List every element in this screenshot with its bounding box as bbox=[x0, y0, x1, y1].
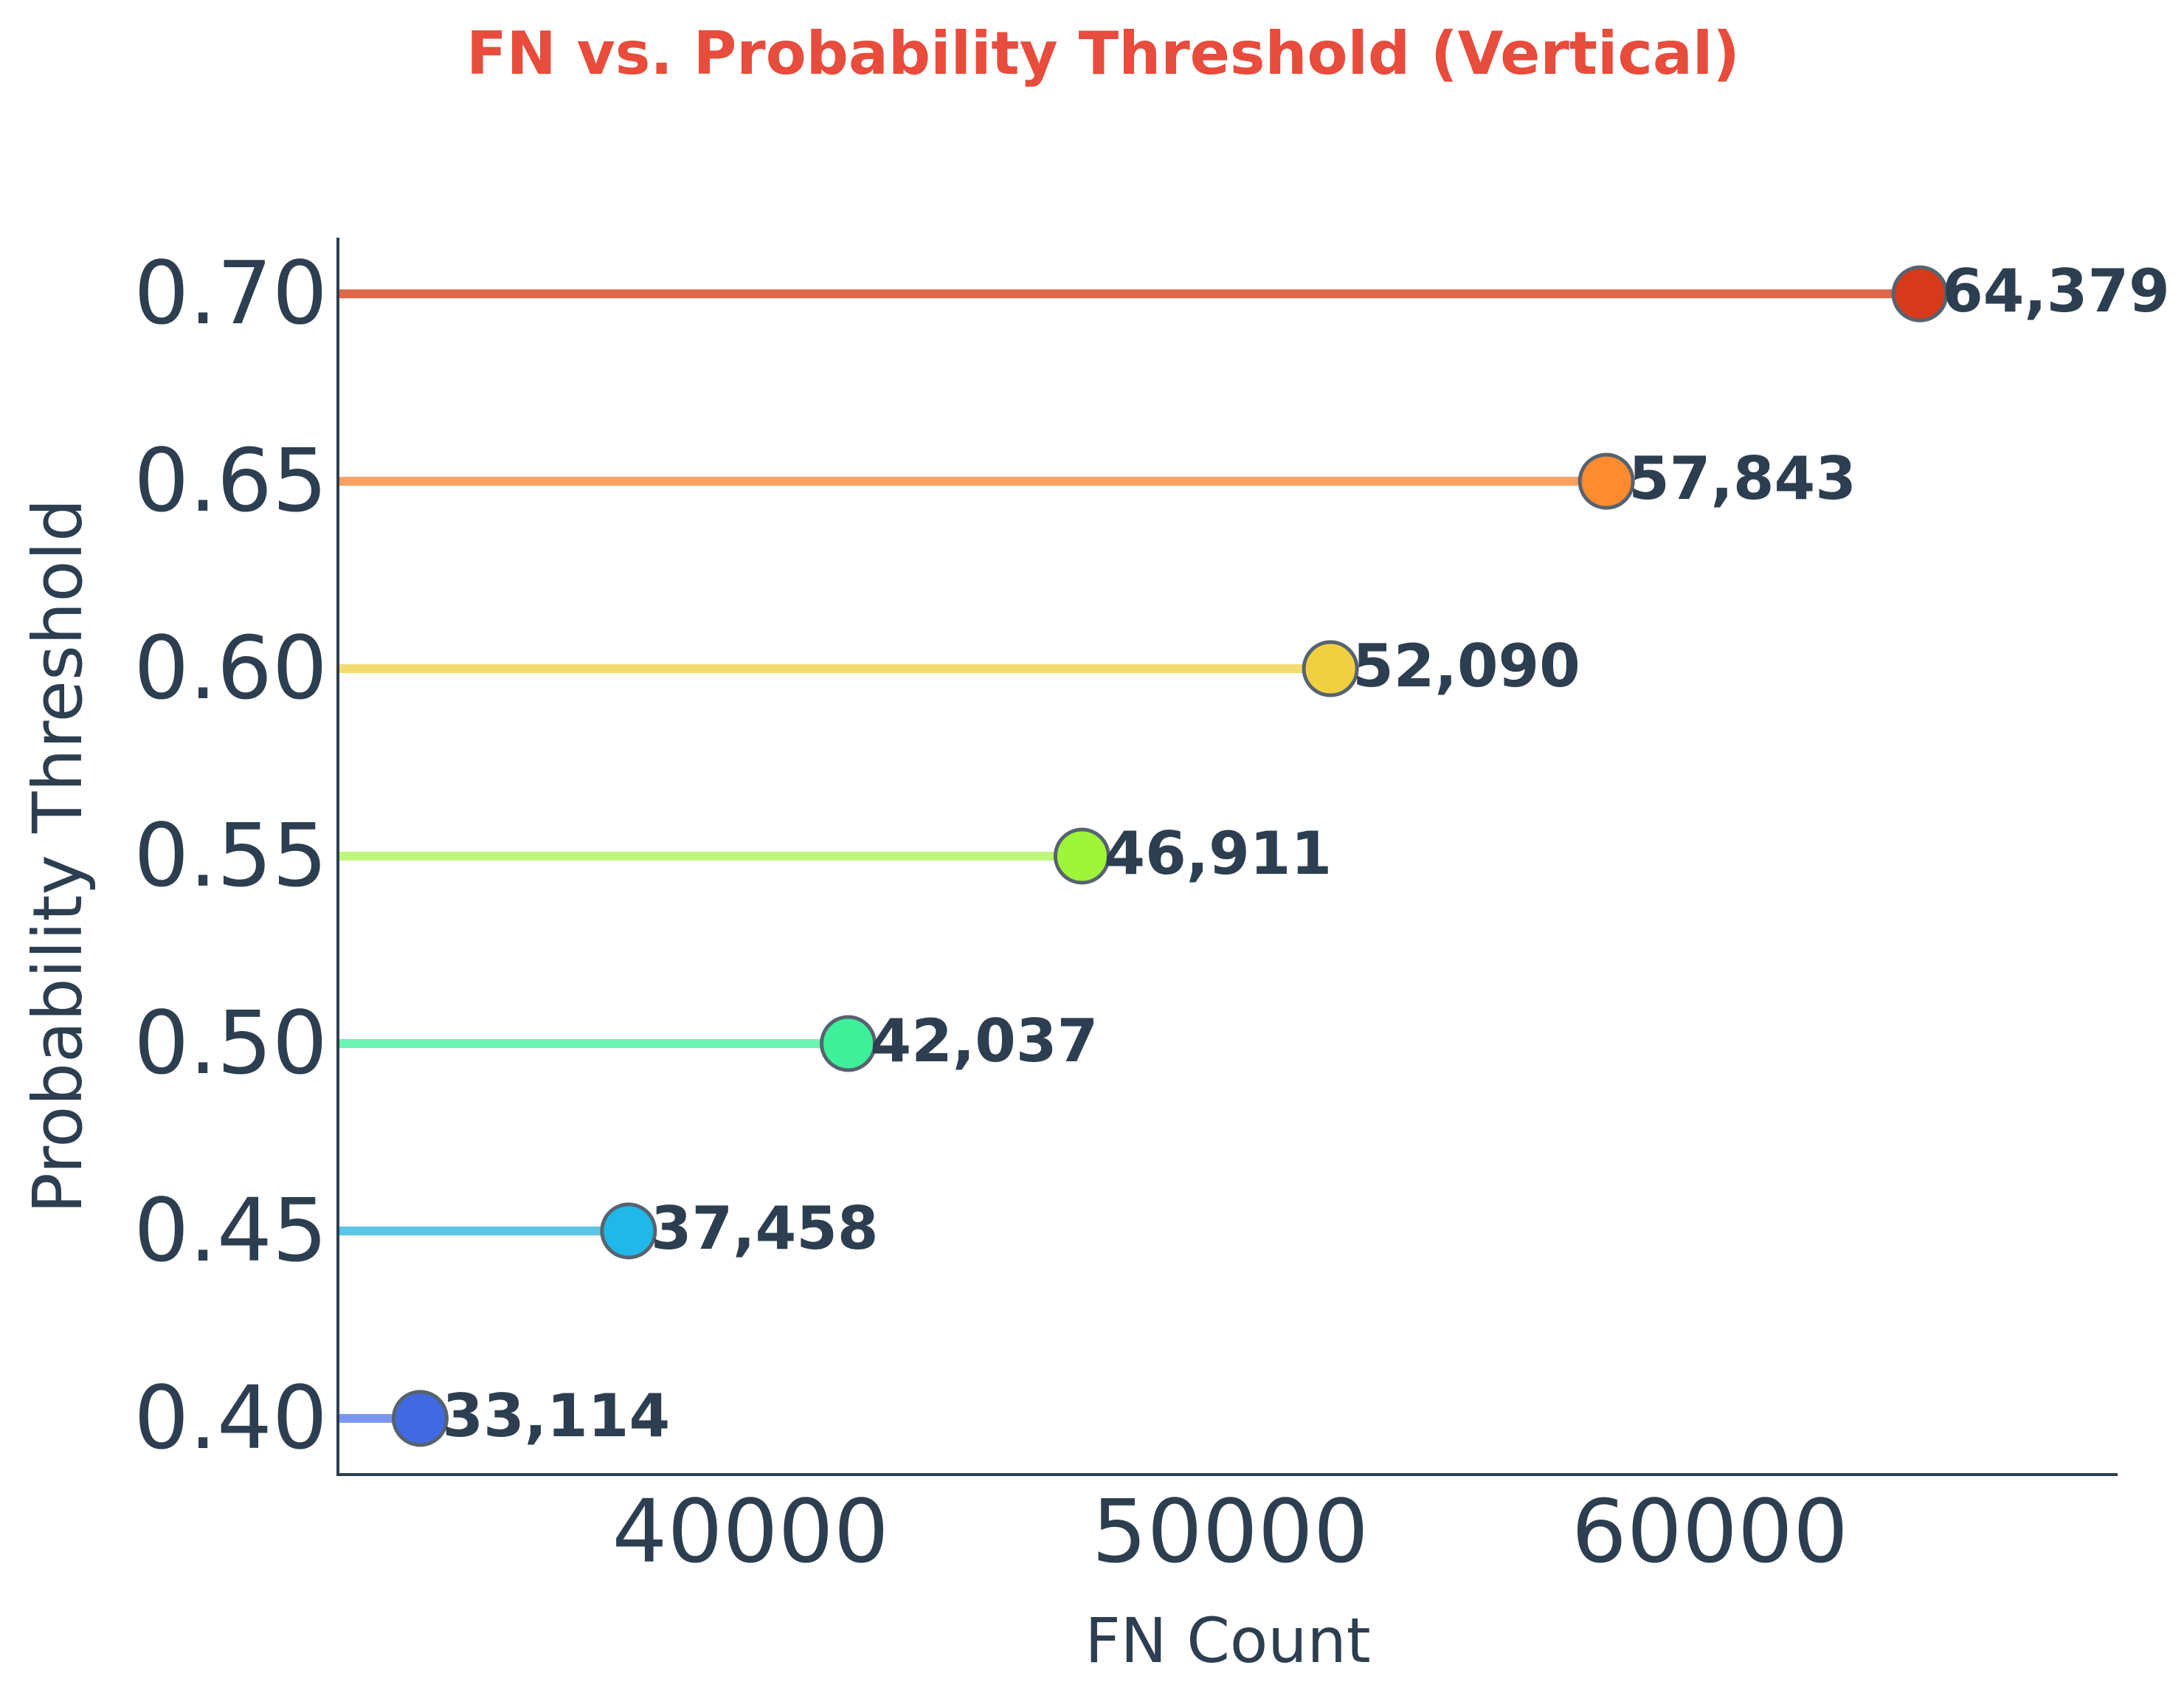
data-label: 37,458 bbox=[651, 1194, 879, 1263]
x-tick-label: 50000 bbox=[1092, 1480, 1369, 1582]
y-tick-label: 0.65 bbox=[134, 430, 328, 531]
data-label: 57,843 bbox=[1628, 444, 1856, 513]
y-ticks-layer: 0.40 0.45 0.50 0.55 0.60 0.65 0.70 bbox=[134, 242, 328, 1469]
y-tick-label: 0.55 bbox=[134, 804, 328, 906]
y-tick-label: 0.50 bbox=[134, 992, 328, 1094]
lollipop-marker bbox=[1577, 452, 1635, 510]
lollipop-marker bbox=[1302, 640, 1359, 697]
y-tick-label: 0.40 bbox=[134, 1367, 328, 1469]
data-label: 46,911 bbox=[1104, 819, 1332, 888]
lollipop-marker bbox=[1891, 265, 1949, 323]
y-tick-label: 0.45 bbox=[134, 1179, 328, 1281]
x-tick-label: 40000 bbox=[612, 1480, 888, 1582]
x-tick-label: 60000 bbox=[1572, 1480, 1848, 1582]
data-labels-layer: 33,114 37,458 42,037 46,911 52,090 57,843 64,3… bbox=[442, 257, 2169, 1450]
markers-layer bbox=[391, 265, 1949, 1447]
x-axis-title: FN Count bbox=[1085, 1604, 1370, 1677]
y-tick-label: 0.70 bbox=[134, 242, 328, 344]
chart-title: FN vs. Probability Threshold (Vertical) bbox=[466, 19, 1740, 88]
lollipop-marker bbox=[600, 1202, 657, 1260]
lollipop-marker bbox=[820, 1015, 877, 1072]
y-axis-title: Probability Threshold bbox=[18, 499, 97, 1214]
data-label: 52,090 bbox=[1352, 632, 1580, 700]
x-ticks-layer: 40000 50000 60000 bbox=[612, 1480, 1848, 1582]
stems-layer bbox=[338, 289, 1921, 1423]
y-tick-label: 0.60 bbox=[134, 617, 328, 719]
data-label: 33,114 bbox=[442, 1382, 670, 1450]
data-label: 42,037 bbox=[871, 1007, 1099, 1075]
lollipop-marker bbox=[1053, 827, 1110, 885]
data-label: 64,379 bbox=[1942, 257, 2170, 325]
lollipop-marker bbox=[391, 1390, 449, 1447]
